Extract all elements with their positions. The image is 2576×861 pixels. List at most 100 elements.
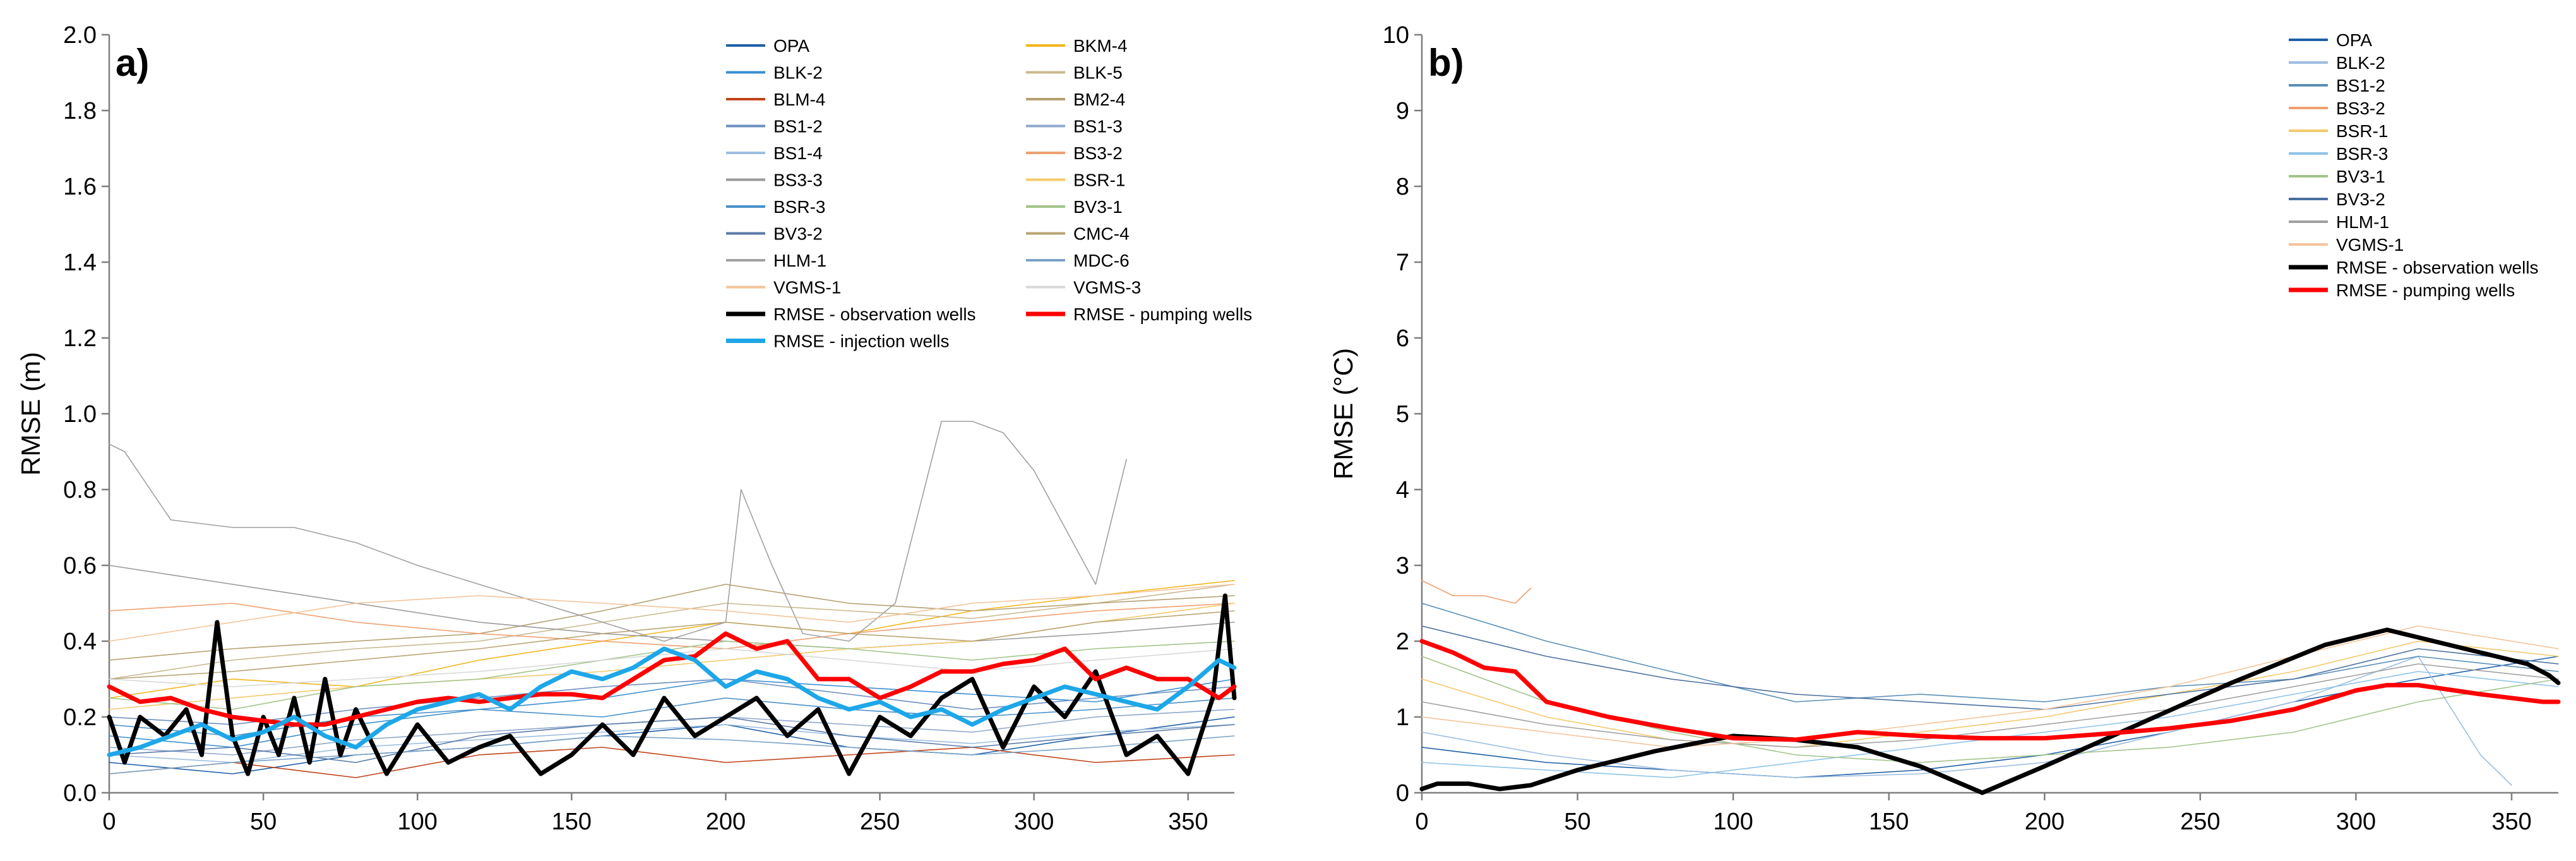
legend-entry-label: RMSE - pumping wells <box>1073 304 1252 324</box>
legend-entry-label: BLK-2 <box>773 63 823 83</box>
legend-entry-label: BKM-4 <box>1073 36 1128 56</box>
legend-entry-label: RMSE - pumping wells <box>2336 280 2515 300</box>
x-tick-label: 250 <box>860 809 900 835</box>
series-line-bv3-1 <box>1421 656 2559 763</box>
y-tick-label: 1.8 <box>63 98 97 124</box>
x-tick-label: 100 <box>1713 809 1753 835</box>
series-line-bs1-2 <box>1421 603 2559 702</box>
y-tick-label: 10 <box>1383 22 1409 49</box>
series-line-rmse-pumping-wells <box>1419 639 2561 742</box>
legend-entry-label: HLM-1 <box>2336 212 2389 232</box>
y-tick-label: 4 <box>1396 477 1409 503</box>
series-line-rmse-observation-wells <box>1419 627 2561 795</box>
y-tick-label: 1 <box>1396 704 1409 731</box>
series-line-bm2-4 <box>109 584 1235 661</box>
y-tick-label: 0.2 <box>63 704 97 731</box>
legend-entry-label: BSR-1 <box>2336 121 2388 141</box>
series-line-blk-5 <box>109 584 1235 680</box>
x-tick-label: 250 <box>2180 809 2220 835</box>
y-axis-title: RMSE (m) <box>16 352 45 476</box>
legend-entry-label: BS3-2 <box>2336 99 2385 118</box>
x-tick-label: 50 <box>1564 809 1590 835</box>
legend-entry-label: BLM-4 <box>773 90 825 109</box>
y-tick-label: 0.0 <box>63 780 97 807</box>
y-tick-label: 1.6 <box>63 174 97 200</box>
series-line-vgms-1 <box>1421 625 2559 748</box>
legend-entry-label: HLM-1 <box>773 251 826 270</box>
series-line-bs3-2 <box>1421 580 1532 604</box>
legend-entry-label: BLK-2 <box>2336 53 2385 73</box>
y-tick-label: 2 <box>1396 629 1409 655</box>
legend-entry-label: BSR-3 <box>2336 144 2388 164</box>
legend-entry-label: BM2-4 <box>1073 90 1125 109</box>
y-tick-label: 1.2 <box>63 325 97 352</box>
legend-entry-label: BS1-3 <box>1073 117 1123 136</box>
legend-entry-label: MDC-6 <box>1073 251 1130 270</box>
series-line-rmse-pumping-wells <box>107 631 1237 727</box>
series-line-vgms-1 <box>109 584 1235 642</box>
y-tick-label: 7 <box>1396 250 1409 276</box>
y-tick-label: 5 <box>1396 401 1409 428</box>
y-tick-label: 0 <box>1396 780 1409 807</box>
legend-entry-label: BS1-2 <box>773 117 823 136</box>
y-tick-label: 0.6 <box>63 553 97 579</box>
series-line-bv3-2 <box>109 716 1235 763</box>
series-line-blk-2 <box>1421 656 2512 786</box>
y-tick-label: 9 <box>1396 98 1409 124</box>
panel-label: b) <box>1428 42 1464 84</box>
legend-entry-label: BSR-3 <box>773 197 825 217</box>
x-tick-label: 150 <box>1869 809 1909 835</box>
legend-entry-label: OPA <box>773 36 809 56</box>
y-tick-label: 6 <box>1396 325 1409 352</box>
x-tick-label: 50 <box>250 809 277 835</box>
series-line-rmse-injection-wells <box>107 646 1237 757</box>
legend-entry-label: BS1-2 <box>2336 76 2385 95</box>
series-line-rmse-observation-wells <box>107 593 1237 776</box>
series-line-bs3-2 <box>109 603 1235 649</box>
legend-entry-label: VGMS-1 <box>2336 235 2404 255</box>
legend-entry-label: RMSE - injection wells <box>773 332 950 351</box>
y-tick-label: 3 <box>1396 553 1409 579</box>
y-tick-label: 0.4 <box>63 629 97 655</box>
legend-entry-label: BV3-1 <box>2336 167 2385 186</box>
legend: OPA BLK-2 BS1-2 BS3-2 BSR-1 BSR-3 BV3-1 BV3-2 HL… <box>2289 30 2539 300</box>
series-line-mdc-6 <box>109 735 1235 774</box>
y-tick-label: 1.0 <box>63 401 97 428</box>
chart-panel-a: 0.0 0.2 0.4 0.6 0.8 1.0 1.2 1.4 1.6 1.8 2.0 0 50 100 1… <box>16 22 1252 835</box>
legend-entry-label: RMSE - observation wells <box>2336 258 2539 277</box>
x-tick-label: 350 <box>2491 809 2531 835</box>
legend-entry-label: BV3-1 <box>1073 197 1123 217</box>
x-tick-label: 200 <box>2025 809 2065 835</box>
legend-entry-label: BSR-1 <box>1073 171 1125 190</box>
x-tick-label: 0 <box>102 809 116 835</box>
panel-label: a) <box>116 42 149 84</box>
legend-entry-label: OPA <box>2336 30 2372 50</box>
x-tick-label: 150 <box>552 809 592 835</box>
series-line-bsr-1 <box>1421 641 2559 748</box>
y-tick-label: 0.8 <box>63 477 97 503</box>
legend-entry-label: BV3-2 <box>773 224 823 244</box>
y-tick-label: 8 <box>1396 174 1409 200</box>
legend-entry-label: BS3-3 <box>773 171 823 190</box>
legend: OPA BKM-4 BLK-2 BLK-5 BLM-4 BM2-4 BS1-2 BS1-3 BS… <box>726 36 1252 351</box>
legend-entry-label: VGMS-1 <box>773 278 841 298</box>
y-axis-title: RMSE (°C) <box>1328 348 1358 479</box>
series-line-vgms-3 <box>109 648 1235 687</box>
legend-entry-label: BLK-5 <box>1073 63 1123 83</box>
legend-entry-label: BS3-2 <box>1073 143 1123 163</box>
x-tick-label: 350 <box>1168 809 1208 835</box>
legend-entry-label: VGMS-3 <box>1073 278 1141 298</box>
series-line-opa <box>1421 656 2559 778</box>
series-line-opa <box>109 716 1235 774</box>
x-tick-label: 300 <box>1014 809 1054 835</box>
series-line-hlm-1 <box>1421 663 2559 748</box>
legend-entry-label: BV3-2 <box>2336 190 2385 209</box>
series-line-cmc-4 <box>109 610 1235 680</box>
legend-entry-label: RMSE - observation wells <box>773 304 976 324</box>
series-line-bv3-2 <box>1421 625 2559 710</box>
legend-entry-label: CMC-4 <box>1073 224 1130 244</box>
x-tick-label: 200 <box>706 809 746 835</box>
series-line-blm-4 <box>109 747 1235 778</box>
